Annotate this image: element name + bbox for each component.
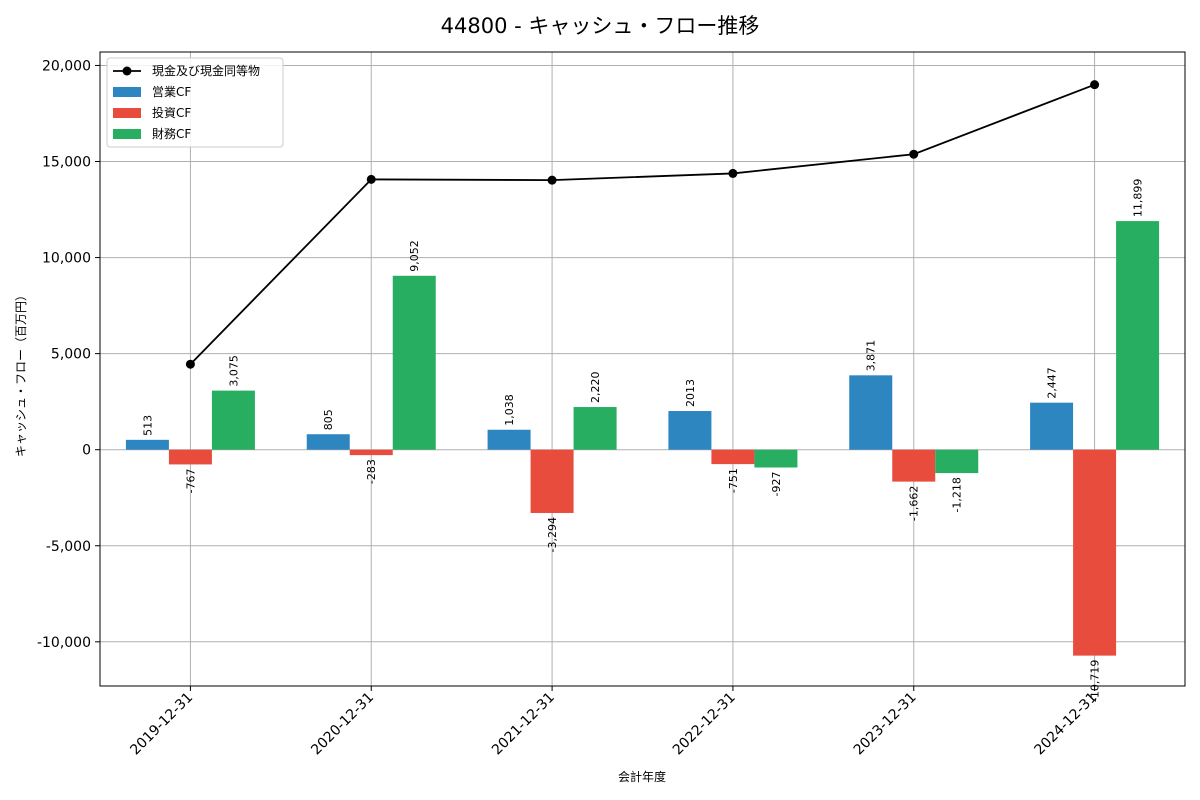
axes-layer: -10,000 -5,000 0 5,000 10,000 15,000 20,000 201… — [37, 51, 1186, 759]
bar-value-label: -767 — [184, 468, 197, 493]
legend-entry-label: 投資CF — [152, 105, 191, 120]
bar-value-label: 3,075 — [227, 355, 240, 387]
cash-line — [189, 83, 1095, 365]
bar-value-label: 9,052 — [408, 240, 421, 272]
bar-投資CF — [168, 449, 212, 465]
bar-営業CF — [125, 439, 169, 450]
x-tick-label: 2019-12-31 — [127, 690, 196, 759]
bar-value-label: -3,294 — [546, 517, 559, 552]
legend-entry-label: 現金及び現金同等物 — [152, 63, 260, 78]
chart-title: 44800 - キャッシュ・フロー推移 — [441, 14, 760, 38]
bar-財務CF — [754, 449, 798, 468]
bar-value-label: -1,662 — [908, 486, 921, 521]
bar-value-label: -283 — [365, 459, 378, 484]
bar-営業CF — [849, 375, 893, 450]
y-tick-label: 20,000 — [42, 58, 91, 74]
bar-営業CF — [668, 411, 712, 450]
bar-財務CF — [392, 275, 436, 450]
bar-投資CF — [711, 449, 755, 465]
bar-投資CF — [349, 449, 393, 456]
bar-営業CF — [1030, 402, 1074, 450]
bar-財務CF — [211, 390, 255, 450]
legend-entry-label: 営業CF — [152, 85, 191, 99]
bar-value-label: 1,038 — [503, 394, 516, 426]
bar-value-label: 513 — [141, 415, 154, 436]
bar-財務CF — [935, 449, 979, 474]
bar-財務CF — [1116, 221, 1160, 450]
bar-value-label: 2,447 — [1046, 367, 1059, 399]
y-tick-label: 15,000 — [42, 155, 91, 171]
cash-line-point — [1090, 80, 1100, 90]
data-labels-layer: 513 805 1,038 2013 3,871 2,447 -767 -283 -3,294 -… — [141, 179, 1144, 703]
y-tick-label: 5,000 — [51, 347, 91, 363]
bar-value-label: 3,871 — [865, 340, 878, 372]
bar-財務CF — [573, 407, 617, 450]
y-tick-label: 10,000 — [42, 251, 91, 267]
bar-value-label: 2013 — [684, 379, 697, 407]
cash-line-point — [547, 175, 557, 185]
y-tick-label: 0 — [82, 443, 91, 459]
bar-value-label: -751 — [727, 468, 740, 493]
bars-layer — [125, 221, 1160, 656]
bar-営業CF — [306, 434, 350, 450]
bar-value-label: 2,220 — [589, 372, 602, 404]
cash-line-point — [728, 168, 738, 178]
bar-value-label: -10,719 — [1089, 660, 1102, 702]
cash-line-point — [185, 359, 195, 369]
y-tick-label: -5,000 — [46, 539, 91, 555]
bar-投資CF — [530, 449, 574, 513]
legend-bar-swatch — [113, 129, 141, 139]
y-tick-label: -10,000 — [37, 635, 91, 651]
bar-value-label: -927 — [770, 472, 783, 497]
x-tick-label: 2020-12-31 — [308, 690, 377, 759]
cash-line-layer — [185, 80, 1100, 369]
legend-box — [106, 57, 284, 148]
plot-frame — [99, 51, 1186, 687]
y-axis-title: キャッシュ・フロー（百万円） — [14, 289, 28, 457]
bar-投資CF — [1073, 449, 1117, 656]
legend-bar-swatch — [113, 108, 141, 118]
x-axis-title: 会計年度 — [618, 769, 666, 784]
bar-value-label: -1,218 — [951, 477, 964, 512]
legend-entry-label: 財務CF — [152, 126, 191, 141]
bar-value-label: 11,899 — [1132, 179, 1145, 218]
x-tick-label: 2022-12-31 — [670, 690, 739, 759]
bar-value-label: 805 — [322, 409, 335, 430]
cash-line-point — [366, 174, 376, 184]
cash-line-point — [909, 149, 919, 159]
legend-line-marker — [122, 66, 132, 76]
legend-bar-swatch — [113, 87, 141, 97]
bar-営業CF — [487, 429, 531, 450]
x-tick-label: 2023-12-31 — [851, 690, 920, 759]
x-tick-label: 2021-12-31 — [489, 690, 558, 759]
bar-投資CF — [892, 449, 936, 482]
